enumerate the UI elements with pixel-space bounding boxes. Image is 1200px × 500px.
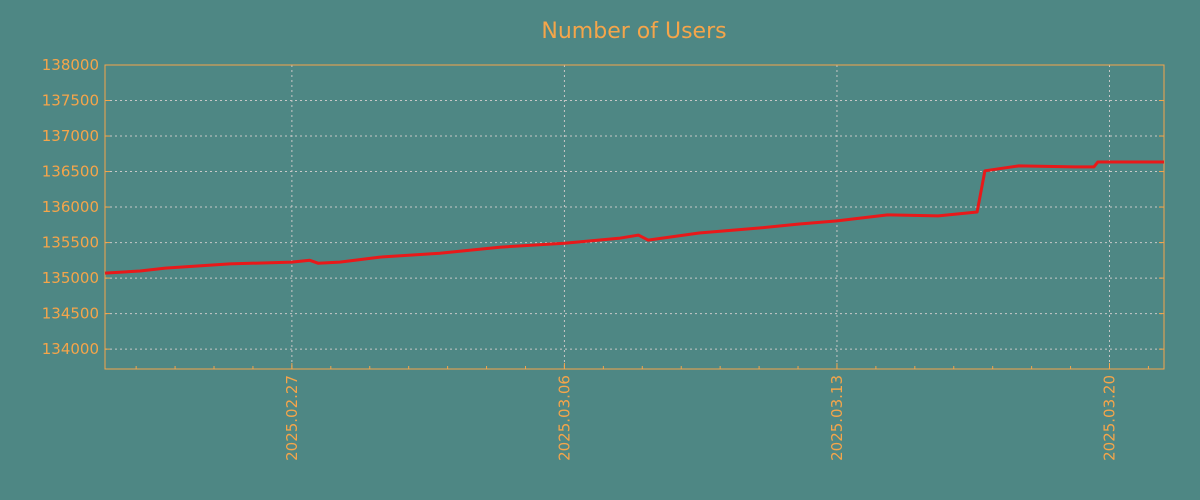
x-tick-label: 2025.02.27	[283, 375, 301, 461]
y-tick-label: 134500	[42, 305, 99, 323]
y-tick-label: 134000	[42, 340, 99, 358]
y-tick-label: 136000	[42, 198, 99, 216]
plot-frame	[104, 64, 1165, 370]
y-tick-label: 138000	[42, 56, 99, 74]
y-tick-label: 135500	[42, 234, 99, 252]
y-tick-label: 137500	[42, 92, 99, 110]
series-line-users	[104, 160, 1164, 275]
y-tick-label: 135000	[42, 269, 99, 287]
x-tick-label: 2025.03.06	[555, 375, 573, 461]
y-tick-label: 136500	[42, 163, 99, 181]
chart-title: Number of Users	[541, 19, 726, 44]
y-tick-label: 137000	[42, 127, 99, 145]
x-tick-label: 2025.03.20	[1100, 375, 1118, 461]
x-tick-label: 2025.03.13	[828, 375, 846, 461]
